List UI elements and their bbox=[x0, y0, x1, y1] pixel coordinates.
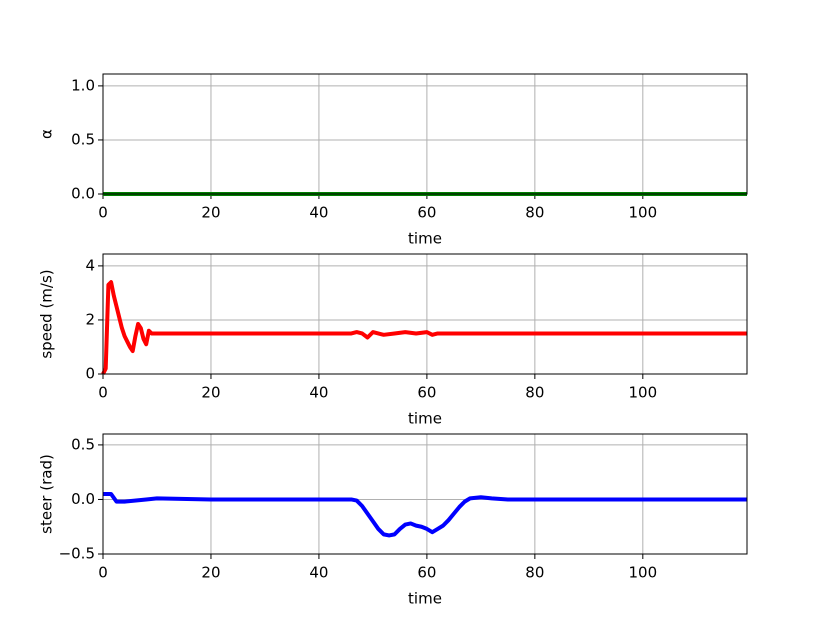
x-tick-label: 80 bbox=[525, 204, 544, 222]
plot-frame bbox=[102, 253, 748, 375]
y-axis-label: speed (m/s) bbox=[38, 269, 56, 358]
x-tick-label: 0 bbox=[98, 204, 108, 222]
y-tick-label: 1.0 bbox=[71, 76, 95, 94]
x-tick-label: 100 bbox=[628, 384, 657, 402]
x-tick-label: 0 bbox=[98, 384, 108, 402]
x-tick-label: 40 bbox=[309, 564, 328, 582]
x-tick-label: 100 bbox=[628, 204, 657, 222]
x-tick-label: 40 bbox=[309, 384, 328, 402]
y-axis-label: steer (rad) bbox=[38, 454, 56, 534]
y-tick-label: 0.5 bbox=[71, 130, 95, 148]
y-tick-label: 0.0 bbox=[71, 490, 95, 508]
x-tick-label: 60 bbox=[417, 564, 436, 582]
x-tick-label: 0 bbox=[98, 564, 108, 582]
y-tick-label: 2 bbox=[85, 310, 95, 328]
y-tick-label: −0.5 bbox=[59, 545, 95, 563]
x-tick-label: 60 bbox=[417, 384, 436, 402]
y-tick-label: 0.5 bbox=[71, 435, 95, 453]
plot-frame bbox=[102, 73, 748, 195]
x-tick-label: 20 bbox=[201, 384, 220, 402]
x-tick-label: 100 bbox=[628, 564, 657, 582]
y-tick-label: 0.0 bbox=[71, 185, 95, 203]
x-tick-label: 60 bbox=[417, 204, 436, 222]
y-tick-label: 4 bbox=[85, 256, 95, 274]
y-axis-label: α bbox=[38, 129, 56, 139]
x-tick-label: 80 bbox=[525, 384, 544, 402]
x-tick-label: 80 bbox=[525, 564, 544, 582]
data-line bbox=[101, 280, 747, 375]
x-tick-label: 20 bbox=[201, 564, 220, 582]
y-tick-label: 0 bbox=[85, 365, 95, 383]
x-axis-label: time bbox=[408, 230, 442, 248]
x-tick-label: 20 bbox=[201, 204, 220, 222]
x-axis-label: time bbox=[408, 410, 442, 428]
x-tick-label: 40 bbox=[309, 204, 328, 222]
x-axis-label: time bbox=[408, 590, 442, 608]
data-line bbox=[103, 492, 747, 538]
plot-frame bbox=[102, 433, 748, 555]
